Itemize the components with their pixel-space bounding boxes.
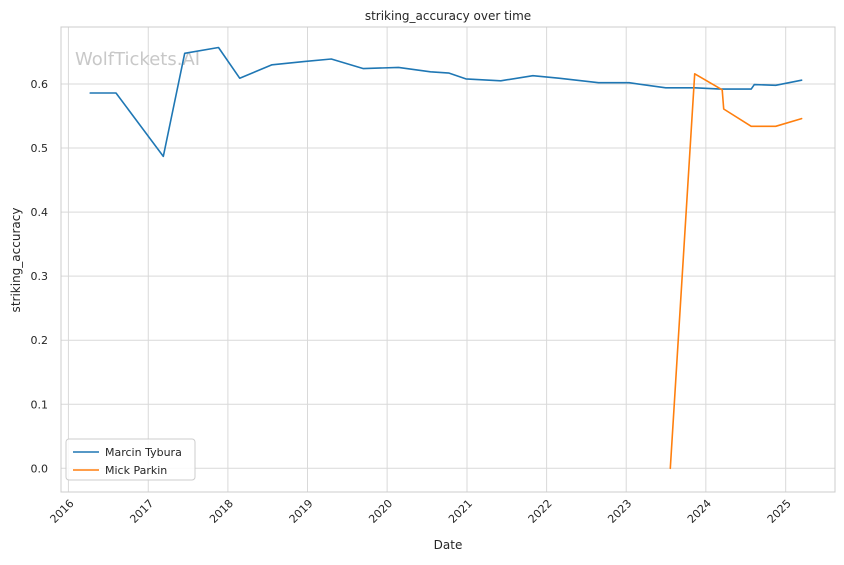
x-tick-label-2023: 2023 [605, 497, 634, 526]
x-axis-label: Date [434, 538, 463, 552]
chart-title: striking_accuracy over time [365, 9, 531, 23]
legend: Marcin Tybura Mick Parkin [65, 438, 196, 481]
y-axis-label: striking_accuracy [9, 208, 23, 313]
x-tick-label-2022: 2022 [526, 497, 555, 526]
y-tick-label-0.2: 0.2 [31, 334, 49, 347]
y-tick-label-0.3: 0.3 [31, 270, 49, 283]
legend-label-marcin-tybura: Marcin Tybura [105, 446, 182, 459]
series-line-mick-parkin [669, 73, 803, 470]
plot-background [61, 27, 835, 492]
series-layer [89, 46, 803, 470]
y-tick-labels: 0.0 0.1 0.2 0.3 0.4 0.5 0.6 [31, 78, 49, 475]
x-tick-label-2016: 2016 [48, 497, 77, 526]
x-tick-label-2019: 2019 [287, 497, 316, 526]
x-tick-labels: 2016 2017 2018 2019 2020 2021 2022 2023 2024 2025 [48, 497, 794, 526]
x-tick-label-2020: 2020 [366, 497, 395, 526]
x-tick-label-2021: 2021 [446, 497, 475, 526]
x-tick-label-2017: 2017 [127, 497, 156, 526]
x-gridlines [67, 27, 787, 492]
y-tick-label-0.4: 0.4 [31, 206, 49, 219]
x-tick-label-2025: 2025 [765, 497, 794, 526]
y-tick-label-0.6: 0.6 [31, 78, 49, 91]
plot-frame [60, 26, 836, 493]
series-line-marcin-tybura [89, 46, 803, 158]
y-tick-label-0.0: 0.0 [31, 462, 49, 475]
legend-label-mick-parkin: Mick Parkin [105, 464, 167, 477]
y-tick-label-0.1: 0.1 [31, 398, 49, 411]
x-tick-label-2024: 2024 [685, 497, 714, 526]
y-tick-label-0.5: 0.5 [31, 142, 49, 155]
x-tick-label-2018: 2018 [207, 497, 236, 526]
watermark-text: WolfTickets.AI [75, 49, 200, 70]
